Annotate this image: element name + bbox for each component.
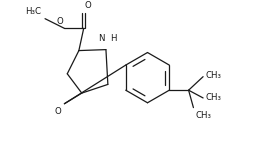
Text: CH₃: CH₃ (195, 111, 211, 120)
Text: N: N (98, 34, 105, 43)
Text: O: O (55, 107, 61, 116)
Text: O: O (57, 17, 63, 26)
Text: CH₃: CH₃ (205, 93, 221, 102)
Text: H₃C: H₃C (25, 7, 41, 16)
Text: H: H (110, 34, 116, 43)
Text: O: O (85, 1, 92, 10)
Text: CH₃: CH₃ (205, 71, 221, 80)
